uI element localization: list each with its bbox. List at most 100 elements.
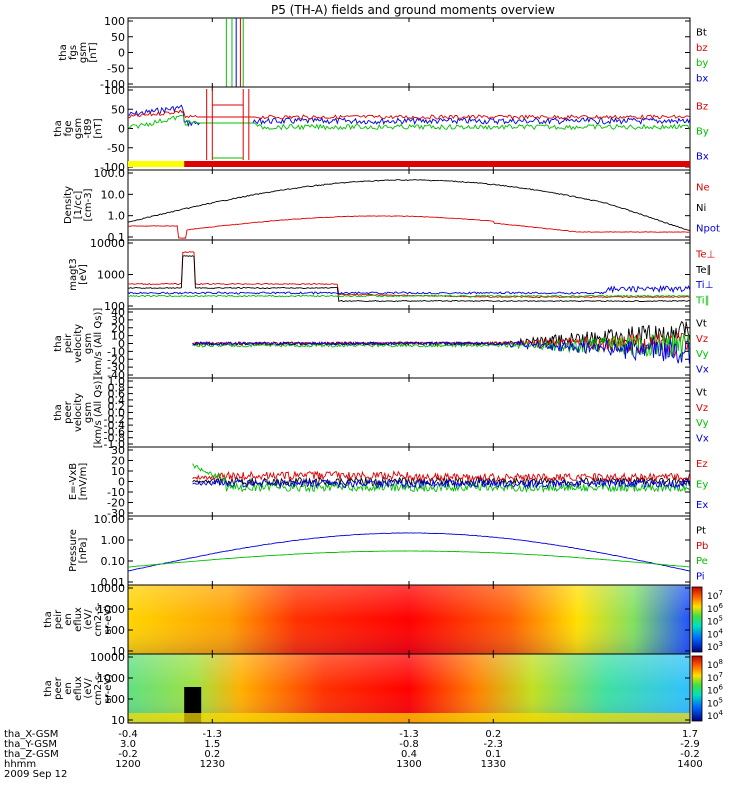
peer_vel-ytick: -0.4 bbox=[104, 419, 125, 432]
temp-legend-Ti⊥: Ti⊥ bbox=[695, 280, 713, 291]
figure-title: P5 (TH-A) fields and ground moments over… bbox=[271, 3, 555, 17]
peer_vel-ytick: -0.8 bbox=[104, 432, 125, 445]
xaxis-row-value: -1.3 bbox=[399, 729, 419, 740]
peir_vel-legend-Vz: Vz bbox=[696, 334, 708, 345]
peer_vel-ytick: -1.0 bbox=[104, 438, 125, 451]
temp-series-Te-par bbox=[128, 255, 690, 303]
peer_spec-colorbar bbox=[691, 655, 703, 722]
temp-legend-Ti∥: Ti∥ bbox=[695, 295, 710, 306]
peir_vel-ytick: -20 bbox=[107, 353, 125, 366]
peir_spec-ylabel: thapeireneflux(eV/cm2-s-sr-eV) bbox=[43, 602, 114, 636]
peer_vel-legend-Vz: Vz bbox=[696, 403, 708, 414]
efield-ytick: 20 bbox=[111, 455, 125, 468]
peer_spec-cbar-label: 107 bbox=[707, 671, 723, 684]
peir_vel-legend-Vx: Vx bbox=[696, 364, 709, 375]
xaxis-row-value: 0.2 bbox=[485, 729, 501, 740]
peir_spec-ytick: 100 bbox=[104, 624, 125, 637]
peer_vel-ylabel: thapeervelocitygsm[km/s (All Qs)] bbox=[53, 377, 104, 449]
panels: 100500-50-100thafgsgsm[nT]Btbzbybx100500… bbox=[43, 15, 723, 727]
fge-ytick: -50 bbox=[107, 142, 125, 155]
date-label: 2009 Sep 12 bbox=[4, 769, 67, 780]
efield-ylabel: E=-VxB[mV/m] bbox=[68, 463, 89, 501]
fgs-frame bbox=[127, 17, 691, 88]
temp-ytick: 10000 bbox=[90, 237, 125, 250]
fge-ytick: 100 bbox=[104, 84, 125, 97]
efield-legend-Ez: Ez bbox=[696, 459, 708, 470]
peir_vel-ytick: 10 bbox=[111, 330, 125, 343]
density-series-Ni bbox=[128, 179, 690, 232]
xaxis-row-value: -0.8 bbox=[399, 739, 419, 750]
peir_vel-ytick: 40 bbox=[111, 306, 125, 319]
pressure-legend-Pb: Pb bbox=[696, 541, 708, 552]
peer_vel-legend-Vx: Vx bbox=[696, 433, 709, 444]
pressure-series-Pe bbox=[128, 550, 690, 568]
peir_spec-cbar-label: 104 bbox=[707, 627, 723, 640]
temp-legend-Te∥: Te∥ bbox=[695, 265, 712, 276]
panel-peir_vel: 403020100-10-20-30-40thapeirvelocitygsm[… bbox=[53, 306, 709, 382]
peer_vel-ytick: 0.8 bbox=[108, 381, 126, 394]
xaxis-row-value: -2.9 bbox=[680, 739, 700, 750]
temp-ylabel: magt3[eV] bbox=[68, 258, 89, 291]
efield-series-Vx bbox=[192, 477, 690, 490]
xaxis-row-value: 0.2 bbox=[204, 749, 220, 760]
temp-frame bbox=[127, 239, 691, 310]
fgs-legend-bx: bx bbox=[696, 73, 708, 84]
efield-ytick: 0 bbox=[118, 476, 125, 489]
density-ytick: 0.1 bbox=[108, 231, 126, 244]
peer_vel-ytick: 0.4 bbox=[108, 394, 126, 407]
pressure-ytick: 10.00 bbox=[94, 513, 126, 526]
fge-legend-By: By bbox=[696, 127, 709, 138]
peer_vel-ytick: -0.2 bbox=[104, 413, 125, 426]
temp-ytick: 1000 bbox=[97, 269, 125, 282]
density-series-Ne bbox=[128, 215, 690, 239]
pressure-ytick: 0.01 bbox=[101, 576, 126, 589]
peir_vel-ytick: -40 bbox=[107, 369, 125, 382]
xaxis-row-value: 0.1 bbox=[485, 749, 501, 760]
pressure-ytick: 0.10 bbox=[101, 555, 126, 568]
xaxis-row-value: 0.4 bbox=[401, 749, 417, 760]
efield-legend-Ey: Ey bbox=[696, 480, 708, 491]
panel-fge: 100 50 0 -50 -100 thafgegsm-t89[nT] Bz By Bx bbox=[53, 84, 709, 174]
xaxis-row-value: -1.3 bbox=[203, 729, 223, 740]
pressure-legend-Pe: Pe bbox=[696, 556, 708, 567]
fgs-legend-by: by bbox=[696, 58, 708, 69]
peir_vel-ytick: 30 bbox=[111, 314, 125, 327]
xaxis-row-value: -0.2 bbox=[118, 749, 138, 760]
peer_vel-legend-Vt: Vt bbox=[696, 388, 707, 399]
peer_vel-ytick: 1.0 bbox=[108, 375, 126, 388]
x-axis-labels: tha_X-GSM -0.4 -1.3 -1.3 0.2 1.7 tha_Y-GSM 3.0 1… bbox=[4, 729, 703, 780]
xaxis-row-label: tha_Z-GSM bbox=[4, 749, 59, 760]
peir_spec-ytick: 1000 bbox=[97, 603, 125, 616]
fge-legend-Bx: Bx bbox=[696, 152, 709, 163]
efield-legend-Ex: Ex bbox=[696, 500, 708, 511]
peer_vel-ytick: 0.2 bbox=[108, 400, 126, 413]
peer_spec-ytick: 10000 bbox=[90, 651, 125, 664]
pressure-ytick: 1.00 bbox=[101, 534, 126, 547]
density-ytick: 10.0 bbox=[101, 188, 126, 201]
temp-legend-Te⊥: Te⊥ bbox=[695, 250, 715, 261]
temp-ytick: 100 bbox=[104, 300, 125, 313]
peir_vel-ytick: -10 bbox=[107, 345, 125, 358]
panel-pressure: 10.00 1.00 0.10 0.01 Pressure[nPa] Pt Pb Pe Pi bbox=[68, 513, 708, 589]
xaxis-row-value: 1.7 bbox=[682, 729, 698, 740]
fge-ytick: -100 bbox=[100, 161, 125, 174]
peir_vel-legend-Vy: Vy bbox=[696, 349, 709, 360]
peir_vel-ytick: 0 bbox=[118, 338, 125, 351]
fgs-legend-bz: bz bbox=[696, 43, 708, 54]
fge-series-Bz bbox=[128, 109, 690, 120]
xaxis-row-value: 1400 bbox=[677, 759, 702, 770]
density-legend-Npot: Npot bbox=[696, 224, 720, 235]
peir_vel-series-Vy bbox=[192, 333, 690, 358]
fgs-ylabel: thafgsgsm[nT] bbox=[58, 42, 99, 63]
peir_vel-ytick: 20 bbox=[111, 322, 125, 335]
efield-ytick: -30 bbox=[107, 507, 125, 520]
xaxis-row-value: 1330 bbox=[481, 759, 506, 770]
peir_spec-ytick: 10 bbox=[111, 645, 125, 658]
peir_spec-cbar-label: 106 bbox=[707, 602, 723, 615]
density-legend-Ni: Ni bbox=[696, 203, 706, 214]
temp-series-Ti-perp bbox=[128, 284, 690, 295]
